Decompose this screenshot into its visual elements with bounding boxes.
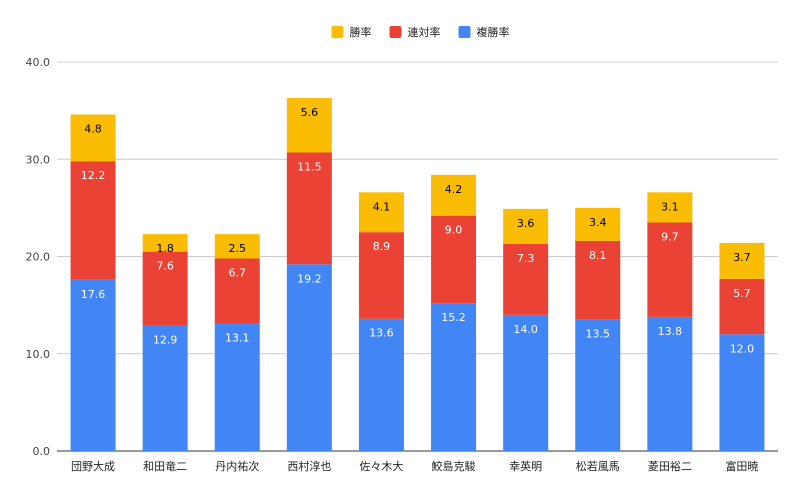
y-tick-label: 0.0 [33,445,51,458]
data-label: 1.8 [156,242,174,255]
x-tick-label: 菱田裕二 [648,460,692,473]
legend-swatch [331,26,344,38]
data-label: 13.8 [658,325,683,338]
bar-segment [70,161,116,280]
data-label: 3.7 [733,251,751,264]
y-tick-label: 20.0 [26,251,51,264]
bar-segment [142,251,188,326]
data-label: 4.2 [445,183,463,196]
bar-segment [647,316,693,451]
data-label: 17.6 [81,288,106,301]
y-tick-label: 40.0 [26,56,51,69]
bar-segment [431,215,477,304]
x-tick-label: 和田竜二 [143,459,187,473]
data-label: 13.6 [369,327,394,340]
legend-label: 連対率 [408,25,441,39]
bar-segment [142,234,188,252]
bar-segment [358,192,404,233]
bar-segment [647,222,693,317]
data-label: 6.7 [229,266,247,279]
x-tick-label: 松若風馬 [576,459,620,473]
bar-segment [431,174,477,216]
bar-segment [503,243,549,315]
bar-segment [214,258,260,324]
data-label: 7.6 [156,260,174,273]
bar-segment [286,97,332,153]
bar-segment [70,114,116,162]
data-label: 9.0 [445,224,463,237]
data-label: 14.0 [513,323,538,336]
data-label: 4.8 [84,123,102,136]
data-label: 8.9 [373,240,391,253]
legend-label: 勝率 [350,25,372,39]
x-tick-label: 団野大成 [71,459,115,473]
bar-segment [286,152,332,265]
x-tick-label: 西村淳也 [287,459,331,473]
bar-segment [719,278,765,335]
data-label: 7.3 [517,252,535,265]
bar-segment [214,323,260,451]
bar-segment [575,240,621,320]
data-label: 15.2 [441,311,466,324]
x-tick-label: 佐々木大 [359,459,403,473]
bar-segment [358,232,404,319]
x-tick-label: 幸英明 [509,459,542,473]
bar-segment [575,207,621,241]
bar-segment [142,325,188,451]
y-tick-label: 10.0 [26,348,51,361]
bar-segment [503,314,549,451]
data-label: 9.7 [661,230,679,243]
data-label: 12.9 [153,334,178,347]
bar-segment [286,264,332,451]
bar-segment [358,318,404,451]
data-label: 4.1 [373,200,391,213]
x-tick-label: 丹内祐次 [215,459,259,473]
data-label: 8.1 [589,249,607,262]
data-label: 13.5 [586,328,611,341]
x-tick-label: 鮫島克駿 [432,459,476,473]
legend-label: 複勝率 [477,25,510,39]
bar-segment [431,303,477,451]
data-label: 19.2 [297,272,322,285]
bar-segment [575,319,621,451]
bar-segment [503,208,549,244]
bar-segment [647,192,693,223]
data-label: 3.6 [517,217,535,230]
data-label: 5.6 [301,106,319,119]
bar-segment [70,279,116,451]
data-label: 2.5 [229,242,247,255]
data-label: 11.5 [297,160,322,173]
bar-segment [719,334,765,451]
bar-segment [719,242,765,279]
data-label: 5.7 [733,287,751,300]
data-label: 13.1 [225,332,250,345]
data-label: 12.2 [81,169,106,182]
bar-segment [214,234,260,259]
y-tick-label: 30.0 [26,153,51,166]
legend-swatch [458,26,471,38]
x-tick-label: 富田暁 [725,459,758,473]
data-label: 3.4 [589,216,607,229]
legend-swatch [389,26,402,38]
data-label: 12.0 [730,342,755,355]
data-label: 3.1 [661,200,679,213]
